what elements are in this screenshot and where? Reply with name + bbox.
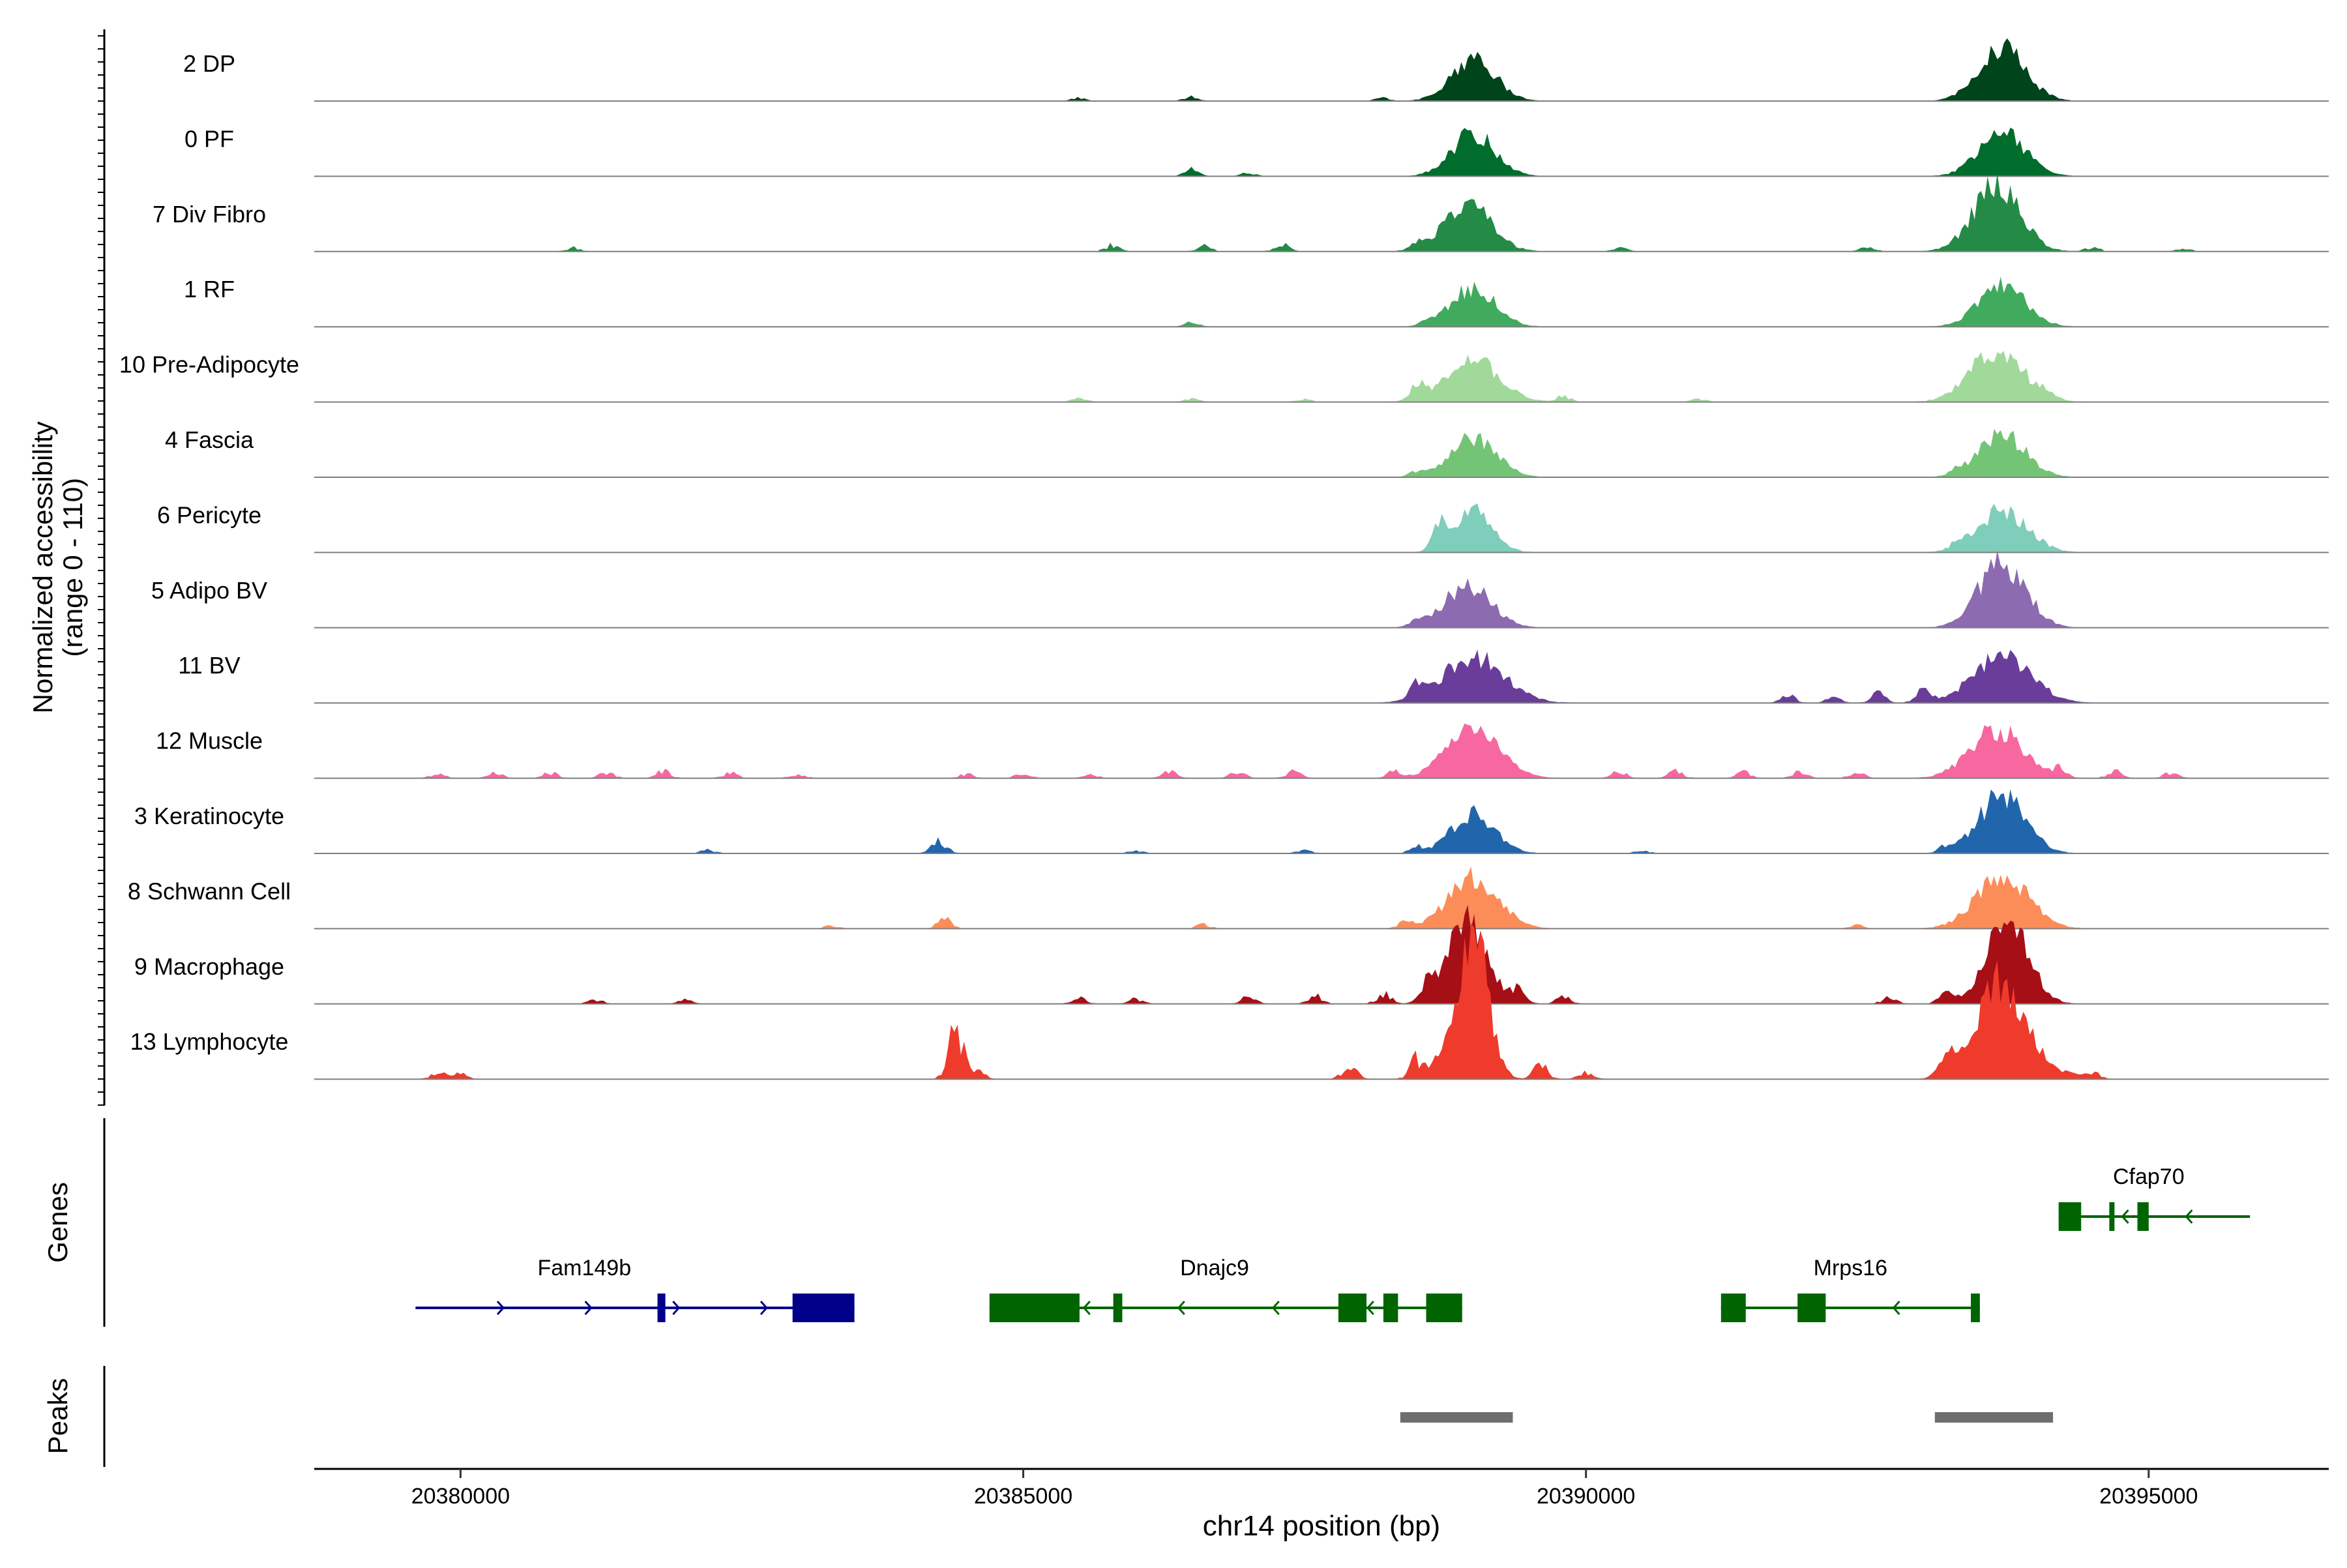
strand-arrow <box>1366 1300 1374 1316</box>
coverage-area <box>314 789 2329 853</box>
coverage-area <box>314 276 2329 327</box>
x-tick-label: 20385000 <box>974 1484 1072 1509</box>
track-6-pericyte: 6 Pericyte <box>157 501 2329 554</box>
gene-label: Fam149b <box>537 1256 631 1280</box>
strand-arrow <box>496 1300 505 1316</box>
coverage-area <box>314 649 2329 703</box>
x-axis-label: chr14 position (bp) <box>1203 1510 1440 1542</box>
peak-bar <box>1934 1412 2054 1423</box>
strand-arrow <box>1271 1300 1280 1316</box>
gene-exon <box>792 1294 855 1322</box>
gene-label: Dnajc9 <box>1180 1256 1249 1280</box>
track-2-dp: 2 DP <box>183 38 2329 102</box>
gene-exon <box>1797 1294 1826 1322</box>
gene-fam149b: Fam149b <box>415 1256 855 1322</box>
x-tick-label: 20390000 <box>1537 1484 1635 1509</box>
strand-arrow <box>1892 1300 1900 1316</box>
strand-arrow <box>1177 1300 1185 1316</box>
track-3-keratinocyte: 3 Keratinocyte <box>134 789 2329 854</box>
x-tick-label: 20395000 <box>2099 1484 2198 1509</box>
strand-arrow <box>672 1300 681 1316</box>
coverage-area <box>314 428 2329 477</box>
coverage-area <box>314 723 2329 778</box>
track-label: 11 BV <box>178 652 240 679</box>
track-label: 3 Keratinocyte <box>134 803 284 829</box>
strand-arrow <box>584 1300 593 1316</box>
gene-label: Mrps16 <box>1814 1256 1887 1280</box>
track-12-muscle: 12 Muscle <box>156 723 2329 779</box>
coverage-area <box>314 351 2329 402</box>
gene-cfap70: Cfap70 <box>2058 1164 2251 1231</box>
coverage-area <box>314 173 2329 252</box>
x-tick-label: 20380000 <box>411 1484 510 1509</box>
track-label: 4 Fascia <box>165 426 254 453</box>
gene-exon <box>1113 1294 1123 1322</box>
gene-exon <box>2058 1202 2082 1231</box>
track-7-div-fibro: 7 Div Fibro <box>153 173 2329 252</box>
gene-exon <box>2137 1202 2149 1231</box>
gene-exon <box>2109 1202 2115 1231</box>
track-label: 5 Adipo BV <box>151 577 267 604</box>
track-10-pre-adipocyte: 10 Pre-Adipocyte <box>119 351 2329 403</box>
gene-exon <box>1383 1294 1398 1322</box>
strand-arrow <box>1082 1300 1091 1316</box>
track-label: 1 RF <box>184 276 235 303</box>
peaks-track-label: Peaks <box>42 1378 73 1455</box>
x-axis: 20380000 20385000 20390000 20395000 <box>314 1468 2329 1509</box>
gene-dnajc9: Dnajc9 <box>989 1256 1462 1322</box>
track-label: 6 Pericyte <box>157 501 261 528</box>
genes-track-label: Genes <box>42 1182 73 1263</box>
coverage-tracks: 2 DP 0 PF 7 Div Fibro 1 RF 10 Pre-Adipocyte 4… <box>119 38 2329 1080</box>
track-8-schwann-cell: 8 Schwann Cell <box>128 866 2329 930</box>
strand-arrow <box>760 1300 768 1316</box>
track-13-lymphocyte: 13 Lymphocyte <box>130 923 2329 1080</box>
y-axis <box>98 29 106 1106</box>
gene-exon <box>1338 1294 1367 1322</box>
track-11-bv: 11 BV <box>178 649 2329 704</box>
gene-exon <box>1720 1294 1746 1322</box>
genes-track: Fam149b Dnajc9 Mrps16 Cfap70 <box>103 1118 2251 1327</box>
track-label: 8 Schwann Cell <box>128 878 291 904</box>
gene-exon <box>1426 1294 1462 1322</box>
coverage-area <box>314 503 2329 553</box>
coverage-area <box>314 38 2329 101</box>
strand-arrow <box>2185 1209 2193 1224</box>
track-label: 0 PF <box>185 125 234 152</box>
track-label: 13 Lymphocyte <box>130 1028 289 1055</box>
y-axis-label-line2: (range 0 - 110) <box>57 478 88 657</box>
track-label: 2 DP <box>183 50 235 77</box>
track-label: 12 Muscle <box>156 728 263 754</box>
coverage-area <box>314 866 2329 929</box>
track-5-adipo-bv: 5 Adipo BV <box>151 550 2329 629</box>
gene-exon <box>1971 1294 1980 1322</box>
gene-mrps16: Mrps16 <box>1720 1256 1980 1322</box>
peaks-track <box>103 1366 2054 1467</box>
gene-exon <box>657 1294 666 1322</box>
track-label: 10 Pre-Adipocyte <box>119 351 299 378</box>
peak-bar <box>1400 1412 1513 1423</box>
track-1-rf: 1 RF <box>184 276 2329 328</box>
track-label: 7 Div Fibro <box>153 201 266 228</box>
y-axis-ticks <box>98 35 104 1106</box>
strand-arrow <box>2121 1209 2129 1224</box>
coverage-area <box>314 550 2329 628</box>
track-4-fascia: 4 Fascia <box>165 426 2329 478</box>
gene-exon <box>989 1294 1080 1322</box>
coverage-area <box>314 127 2329 177</box>
track-0-pf: 0 PF <box>185 125 2329 177</box>
track-label: 9 Macrophage <box>134 953 284 980</box>
y-axis-label-line1: Normalized accessibility <box>27 421 58 713</box>
gene-label: Cfap70 <box>2113 1164 2185 1189</box>
